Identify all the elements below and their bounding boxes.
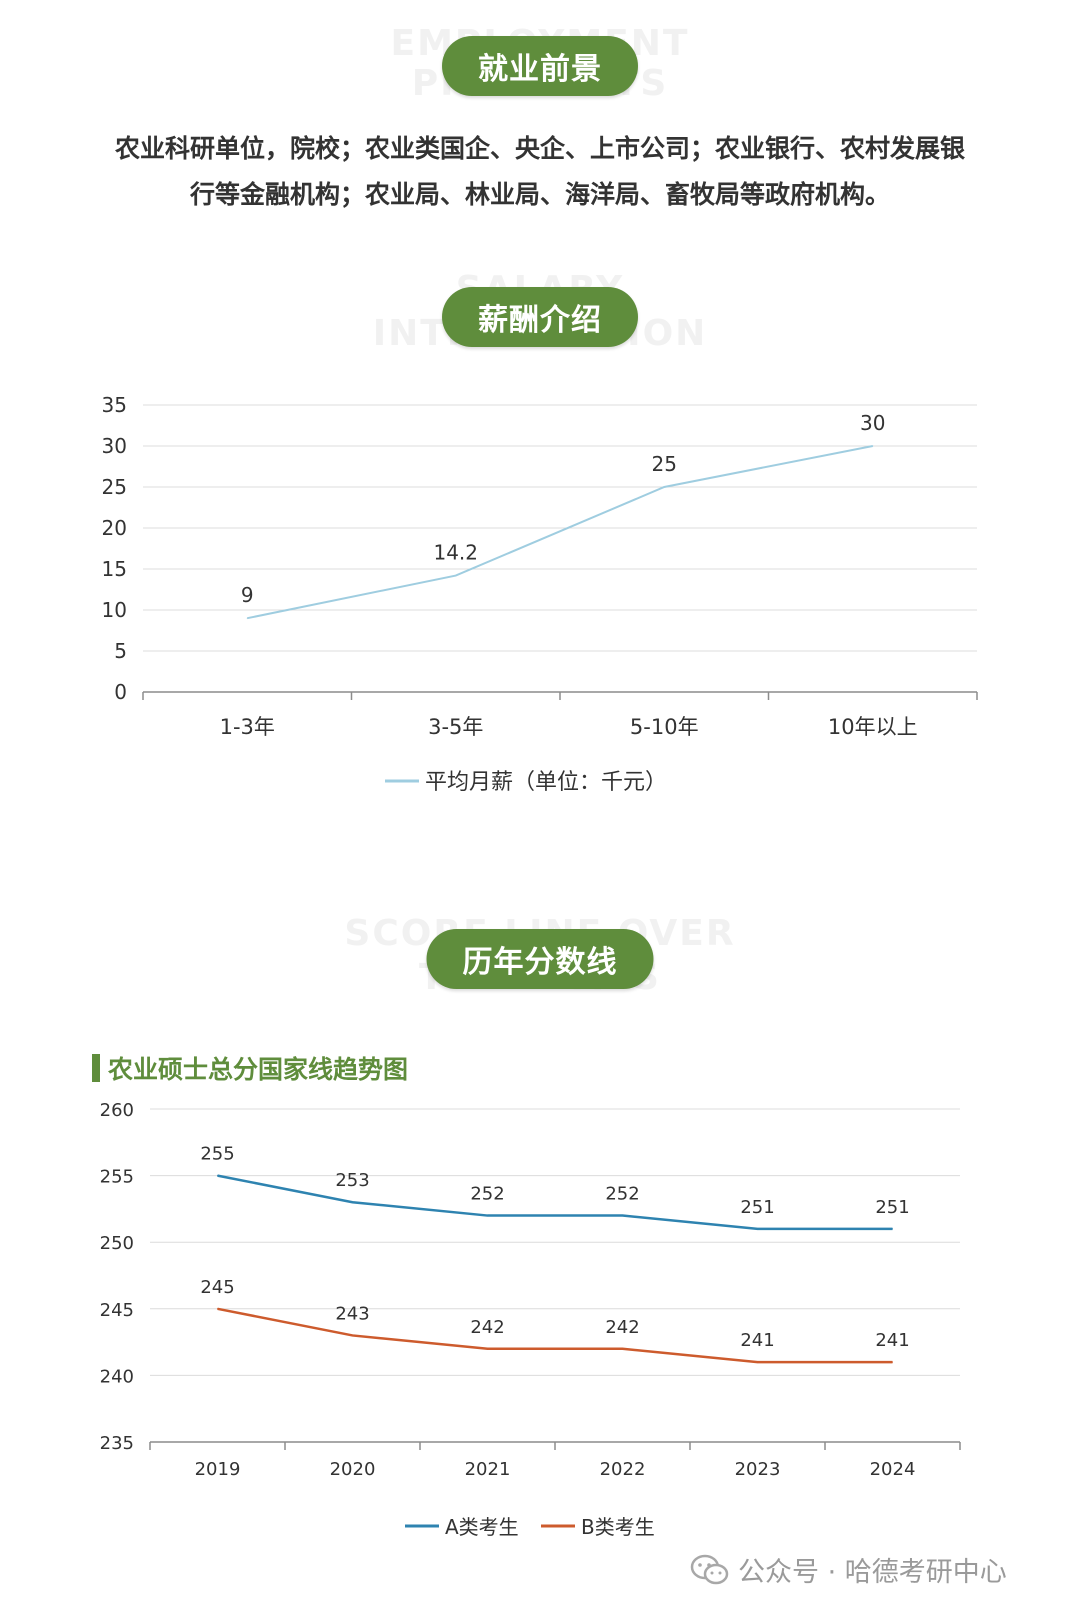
- data-point: [352, 1201, 353, 1203]
- data-point: [663, 486, 665, 488]
- y-tick-label: 250: [100, 1233, 134, 1254]
- y-tick-label: 255: [100, 1167, 134, 1188]
- data-point: [892, 1361, 893, 1363]
- x-tick-label: 2024: [870, 1459, 916, 1480]
- data-point: [622, 1215, 623, 1217]
- data-label: 252: [470, 1184, 504, 1205]
- y-tick-label: 245: [100, 1300, 134, 1321]
- data-point: [892, 1228, 893, 1230]
- legend-label: 平均月薪（单位：千元）: [425, 770, 667, 795]
- data-label: 242: [605, 1317, 639, 1338]
- data-label: 251: [875, 1197, 909, 1218]
- data-label: 253: [335, 1170, 369, 1191]
- y-tick-label: 10: [102, 598, 127, 622]
- salary-chart: 0 5 10 15 20 25 30 35 1-3年 3-5年 5-10年 10年以上 9 14.2 25 3…: [102, 393, 978, 795]
- scores-chart-subtitle: 农业硕士总分国家线趋势图: [92, 1050, 408, 1086]
- data-point: [487, 1348, 488, 1350]
- x-tick-label: 5-10年: [630, 715, 699, 739]
- data-point: [217, 1308, 218, 1310]
- data-label: 245: [200, 1277, 234, 1298]
- scores-section-title: 历年分数线: [426, 929, 654, 989]
- subtitle-bar-marker: [92, 1054, 100, 1082]
- score-chart: 235 240 245 250 255 260 2019 2020 2021 2022 2023 20…: [100, 1100, 961, 1539]
- x-tick-label: 3-5年: [428, 715, 483, 739]
- data-point: [246, 617, 248, 619]
- x-tick-label: 2023: [735, 1459, 781, 1480]
- y-tick-label: 35: [102, 393, 127, 417]
- data-label: 252: [605, 1184, 639, 1205]
- scores-chart-subtitle-text: 农业硕士总分国家线趋势图: [108, 1055, 409, 1084]
- y-tick-label: 240: [100, 1366, 134, 1387]
- series-line-0: [247, 445, 873, 620]
- data-label: 25: [652, 452, 677, 476]
- footer-text: 公众号 · 哈德考研中心: [738, 1557, 1007, 1588]
- wechat-icon: [690, 1554, 729, 1584]
- y-tick-label: 30: [102, 434, 127, 458]
- data-label: 255: [200, 1144, 234, 1165]
- data-point: [487, 1215, 488, 1217]
- data-point: [352, 1334, 353, 1336]
- salary-section-title: 薪酬介绍: [442, 287, 638, 347]
- series-line-1: [217, 1307, 893, 1364]
- data-point: [872, 445, 874, 447]
- employment-section-title: 就业前景: [442, 36, 638, 96]
- x-tick-label: 2019: [195, 1459, 241, 1480]
- x-tick-label: 2022: [600, 1459, 646, 1480]
- data-label: 241: [875, 1330, 909, 1351]
- data-point: [757, 1228, 758, 1230]
- footer: 公众号 · 哈德考研中心: [690, 1550, 1007, 1589]
- y-tick-label: 260: [100, 1100, 134, 1121]
- x-tick-label: 1-3年: [220, 715, 275, 739]
- x-tick-label: 10年以上: [828, 715, 918, 739]
- employment-text-line2: 行等金融机构；农业局、林业局、海洋局、畜牧局等政府机构。: [189, 180, 890, 209]
- data-point: [757, 1361, 758, 1363]
- y-tick-label: 235: [100, 1433, 134, 1454]
- data-point: [217, 1175, 218, 1177]
- y-tick-label: 20: [102, 516, 127, 540]
- series-line-0: [217, 1174, 893, 1231]
- legend-label: A类考生: [445, 1515, 519, 1539]
- data-point: [455, 575, 457, 577]
- legend-label: B类考生: [581, 1515, 655, 1539]
- data-label: 242: [470, 1317, 504, 1338]
- x-tick-label: 2020: [330, 1459, 376, 1480]
- x-tick-label: 2021: [465, 1459, 511, 1480]
- y-tick-label: 0: [114, 680, 127, 704]
- employment-text-line1: 农业科研单位，院校；农业类国企、央企、上市公司；农业银行、农村发展银: [114, 134, 965, 163]
- data-label: 243: [335, 1303, 369, 1324]
- y-tick-label: 15: [102, 557, 127, 581]
- y-tick-label: 5: [114, 639, 127, 663]
- data-label: 9: [241, 583, 254, 607]
- employment-text: 农业科研单位，院校；农业类国企、央企、上市公司；农业银行、农村发展银 行等金融机…: [90, 126, 990, 218]
- data-label: 241: [740, 1330, 774, 1351]
- data-label: 30: [860, 411, 885, 435]
- data-label: 251: [740, 1197, 774, 1218]
- y-tick-label: 25: [102, 475, 127, 499]
- data-point: [622, 1348, 623, 1350]
- data-label: 14.2: [433, 541, 478, 565]
